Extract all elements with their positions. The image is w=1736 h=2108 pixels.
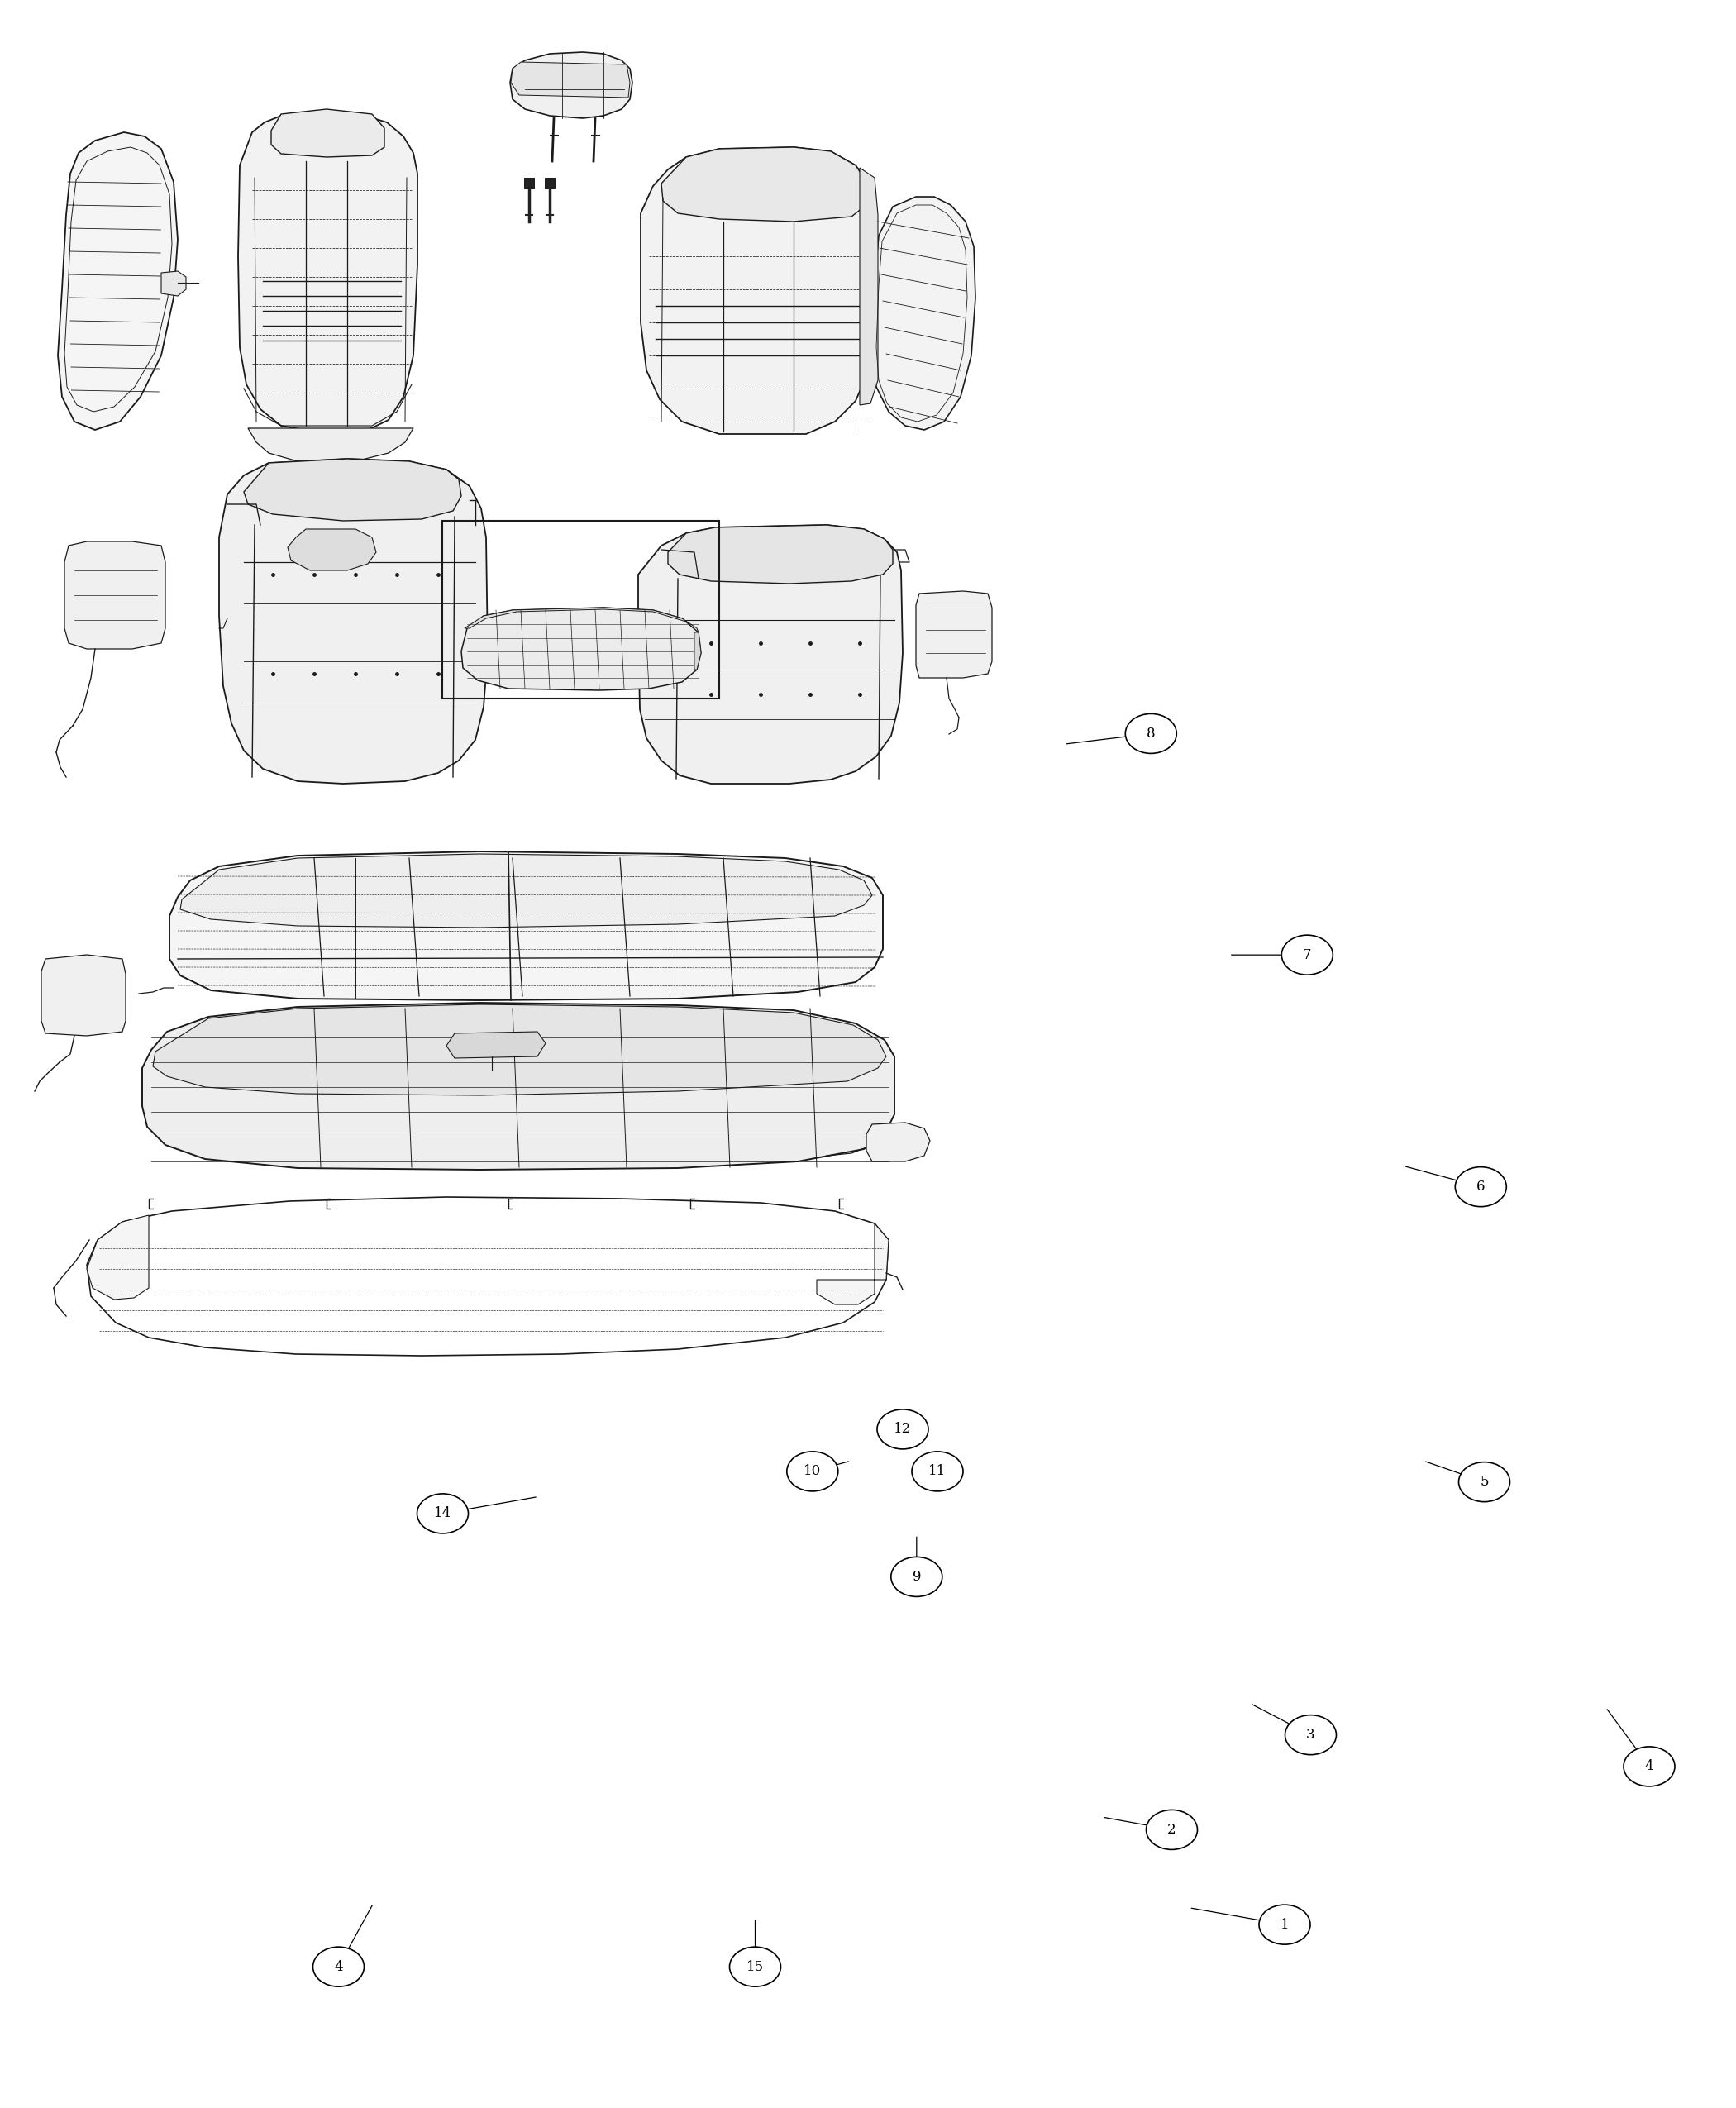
- Text: 3: 3: [1305, 1729, 1316, 1741]
- Polygon shape: [462, 607, 701, 689]
- Polygon shape: [545, 177, 556, 188]
- Ellipse shape: [1146, 1811, 1198, 1849]
- Polygon shape: [859, 169, 878, 405]
- Polygon shape: [243, 460, 462, 521]
- Ellipse shape: [417, 1495, 469, 1533]
- Polygon shape: [153, 1003, 885, 1096]
- Polygon shape: [510, 53, 632, 118]
- Ellipse shape: [1125, 715, 1177, 753]
- Text: 5: 5: [1479, 1476, 1489, 1488]
- Polygon shape: [524, 177, 535, 188]
- Polygon shape: [917, 590, 991, 679]
- Polygon shape: [465, 607, 698, 632]
- Ellipse shape: [911, 1452, 963, 1490]
- Ellipse shape: [891, 1558, 943, 1596]
- Bar: [443, 521, 719, 698]
- Polygon shape: [238, 112, 417, 432]
- Text: 9: 9: [913, 1570, 920, 1583]
- Polygon shape: [288, 529, 377, 571]
- Text: 8: 8: [1146, 727, 1156, 740]
- Text: 2: 2: [1167, 1823, 1177, 1836]
- Polygon shape: [871, 196, 976, 430]
- Polygon shape: [639, 525, 903, 784]
- Text: 7: 7: [1302, 949, 1312, 961]
- Polygon shape: [57, 133, 177, 430]
- Ellipse shape: [1458, 1463, 1510, 1501]
- Text: 6: 6: [1476, 1180, 1484, 1193]
- Polygon shape: [64, 542, 165, 649]
- Text: 15: 15: [746, 1960, 764, 1973]
- Ellipse shape: [877, 1410, 929, 1448]
- Text: 12: 12: [894, 1423, 911, 1436]
- Ellipse shape: [1281, 936, 1333, 974]
- Text: 11: 11: [929, 1465, 946, 1478]
- Ellipse shape: [1259, 1906, 1311, 1944]
- Polygon shape: [271, 110, 384, 158]
- Polygon shape: [170, 852, 884, 1001]
- Polygon shape: [42, 955, 125, 1035]
- Polygon shape: [510, 61, 630, 97]
- Polygon shape: [248, 428, 413, 462]
- Polygon shape: [142, 1003, 894, 1170]
- Text: 4: 4: [333, 1960, 344, 1973]
- Text: 4: 4: [1644, 1760, 1654, 1773]
- Ellipse shape: [1623, 1748, 1675, 1785]
- Ellipse shape: [312, 1948, 365, 1986]
- Ellipse shape: [1455, 1168, 1507, 1206]
- Polygon shape: [816, 1223, 889, 1305]
- Text: 1: 1: [1279, 1918, 1290, 1931]
- Polygon shape: [161, 272, 186, 295]
- Polygon shape: [661, 148, 866, 221]
- Text: 10: 10: [804, 1465, 821, 1478]
- Polygon shape: [641, 148, 875, 434]
- Polygon shape: [668, 525, 892, 584]
- Polygon shape: [219, 460, 488, 784]
- Polygon shape: [87, 1214, 149, 1299]
- Ellipse shape: [729, 1948, 781, 1986]
- Ellipse shape: [786, 1452, 838, 1490]
- Text: 14: 14: [434, 1507, 451, 1520]
- Polygon shape: [694, 632, 701, 670]
- Polygon shape: [446, 1031, 545, 1058]
- Polygon shape: [866, 1124, 930, 1162]
- Polygon shape: [181, 854, 871, 928]
- Ellipse shape: [1285, 1716, 1337, 1754]
